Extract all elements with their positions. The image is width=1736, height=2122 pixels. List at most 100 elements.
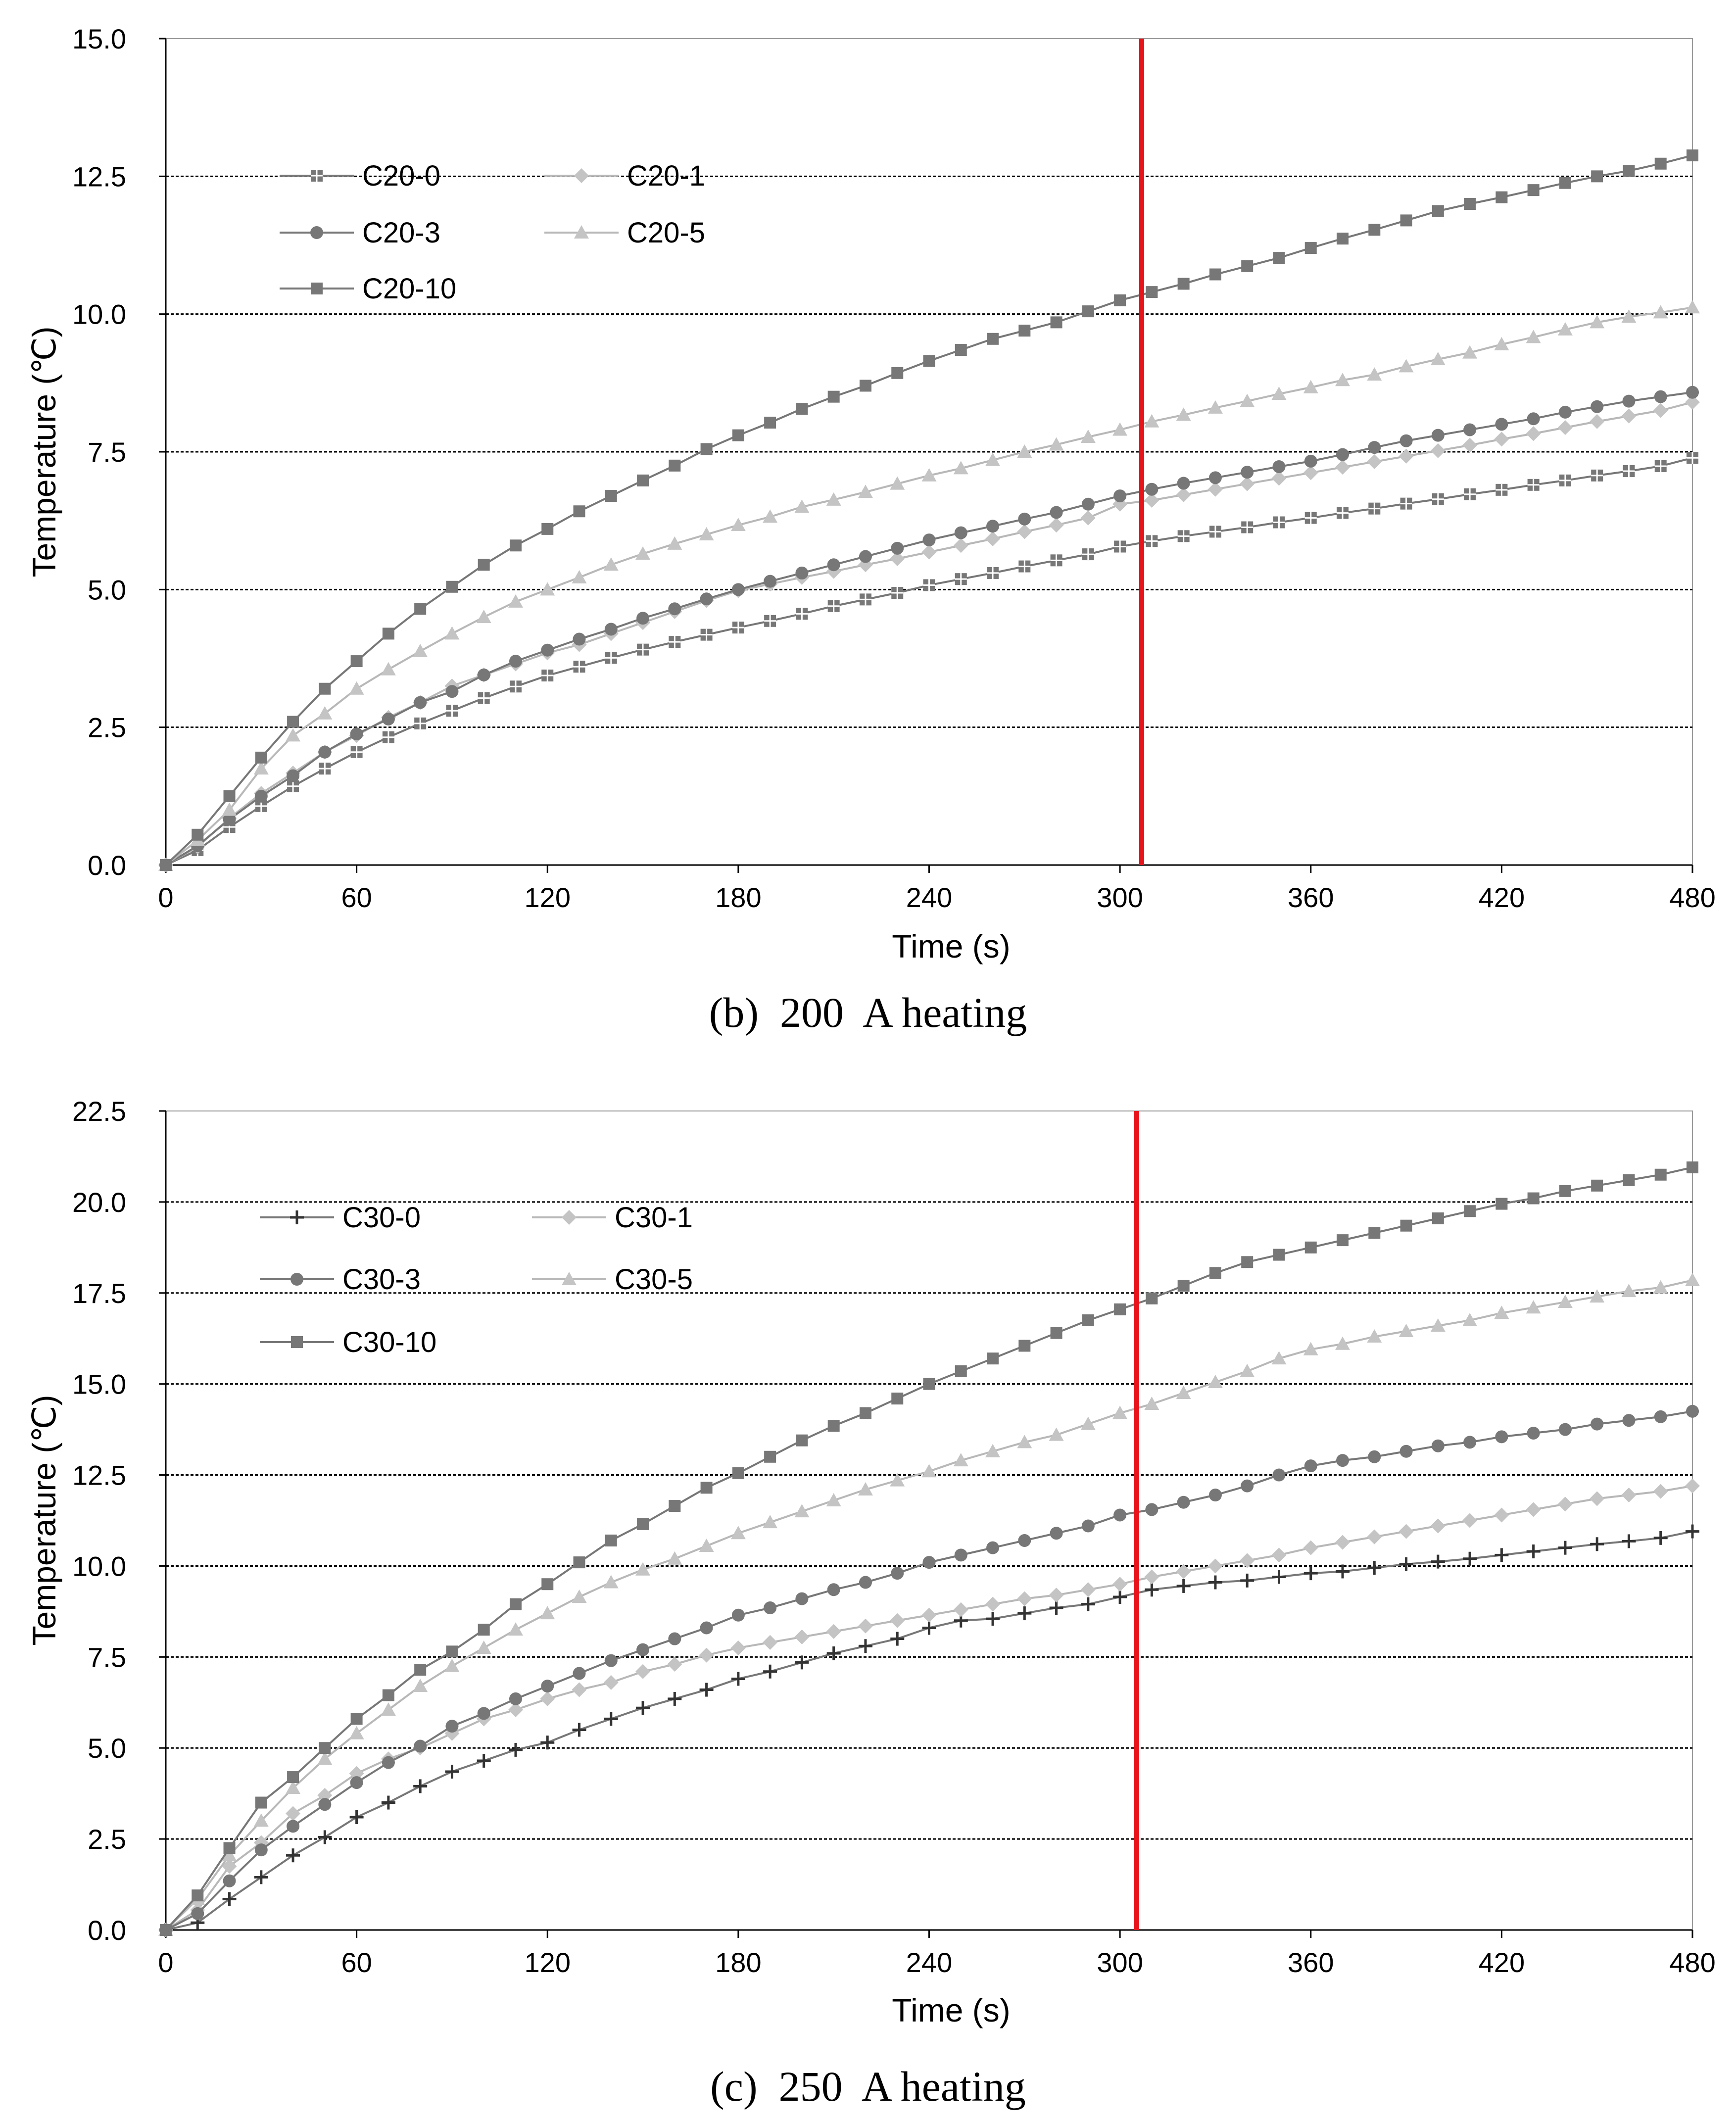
data-point <box>1367 367 1382 381</box>
data-point <box>1367 1329 1382 1343</box>
data-point <box>349 1766 364 1781</box>
data-point <box>1271 1547 1287 1563</box>
data-point <box>827 1420 840 1432</box>
data-point <box>444 626 460 640</box>
legend-entry: C30-5 <box>532 1263 693 1296</box>
x-tick-labels: 0 60 120 180 240 300 360 420 480 <box>158 882 1715 913</box>
data-point <box>1494 1305 1509 1319</box>
data-point <box>1241 1256 1254 1268</box>
legend-label: C20-0 <box>362 160 440 192</box>
data-point <box>1557 322 1573 336</box>
data-point <box>1590 414 1605 429</box>
y-axis-label: Temperature (℃) <box>26 327 62 578</box>
data-point <box>669 1500 681 1512</box>
data-point <box>764 1450 776 1463</box>
data-series <box>158 149 1700 872</box>
data-point <box>1495 418 1508 431</box>
data-point <box>540 1691 555 1706</box>
data-point <box>1272 460 1286 474</box>
data-point <box>1685 300 1700 314</box>
data-point <box>414 1664 427 1676</box>
data-point <box>1367 1529 1382 1544</box>
data-point <box>223 1842 236 1854</box>
data-point <box>1368 502 1381 515</box>
data-point <box>669 636 681 648</box>
data-point <box>160 859 172 871</box>
data-point <box>1082 305 1094 318</box>
data-point <box>1272 1570 1286 1584</box>
data-point <box>923 355 935 367</box>
data-point <box>1017 1591 1032 1606</box>
data-point <box>794 499 810 513</box>
data-point <box>1304 242 1317 254</box>
data-point <box>1622 1534 1636 1548</box>
data-point <box>1207 1558 1223 1574</box>
data-point <box>1018 325 1031 337</box>
data-point <box>1430 351 1446 365</box>
data-point <box>1685 394 1700 410</box>
data-point <box>1144 1397 1159 1410</box>
x-tick-label: 420 <box>1479 1947 1525 1978</box>
data-point <box>985 1596 1001 1612</box>
data-point <box>891 367 904 379</box>
data-point <box>1653 1280 1668 1294</box>
data-point <box>508 594 523 608</box>
data-point <box>826 1493 841 1507</box>
legend-entry: C20-5 <box>544 217 705 249</box>
data-point <box>192 1889 204 1902</box>
data-point <box>1494 1507 1509 1523</box>
data-point <box>985 531 1001 546</box>
data-point <box>1271 1351 1287 1365</box>
data-point <box>1495 483 1508 496</box>
data-point <box>1687 149 1698 162</box>
data-point <box>1145 1583 1159 1597</box>
x-tick-label: 300 <box>1097 882 1143 913</box>
data-point <box>1590 315 1605 329</box>
data-point <box>1050 554 1062 567</box>
data-point <box>636 1701 650 1715</box>
data-point <box>730 1526 746 1540</box>
data-point <box>508 1742 523 1757</box>
data-point <box>1462 1513 1478 1528</box>
y-tick-label: 7.5 <box>88 1641 126 1673</box>
x-tick-label: 60 <box>341 882 372 913</box>
data-point <box>446 705 458 717</box>
data-point <box>1335 1535 1350 1550</box>
data-point <box>1082 1314 1094 1326</box>
axes <box>159 38 1693 873</box>
data-point <box>635 1664 651 1679</box>
data-point <box>1241 466 1254 479</box>
data-point <box>222 802 237 816</box>
legend-entry: C20-10 <box>280 273 456 305</box>
legend-entry: C20-3 <box>280 217 440 249</box>
y-tick-labels: 0.0 2.5 5.0 7.5 10.0 12.5 15.0 <box>72 23 126 881</box>
x-tick-label: 120 <box>525 882 571 913</box>
data-point <box>572 1589 587 1603</box>
data-point <box>1591 400 1604 413</box>
data-point <box>1240 393 1255 407</box>
data-point <box>318 1798 332 1811</box>
x-tick-label: 180 <box>715 882 761 913</box>
data-point <box>1590 1289 1605 1303</box>
data-point <box>731 1672 745 1686</box>
data-point <box>890 1473 905 1487</box>
data-point <box>1400 497 1412 510</box>
legend-marker <box>290 1210 304 1224</box>
data-point <box>764 1601 777 1615</box>
data-point <box>763 1515 778 1529</box>
data-point <box>603 1675 619 1690</box>
data-point <box>1113 489 1127 503</box>
data-point <box>1687 1161 1698 1174</box>
data-point <box>381 1795 395 1810</box>
data-point <box>1527 479 1540 491</box>
data-point <box>413 1679 428 1692</box>
data-point <box>1017 524 1032 539</box>
data-point <box>1207 1374 1223 1388</box>
data-point <box>1527 1192 1540 1205</box>
data-point <box>1240 1363 1255 1377</box>
data-point <box>635 1562 651 1576</box>
data-point <box>1557 1295 1573 1308</box>
y-tick-labels: 0.0 2.5 5.0 7.5 10.0 12.5 15.0 17.5 20.0 22.5 <box>72 1096 126 1946</box>
data-point <box>1398 448 1414 464</box>
data-point <box>1527 412 1540 426</box>
